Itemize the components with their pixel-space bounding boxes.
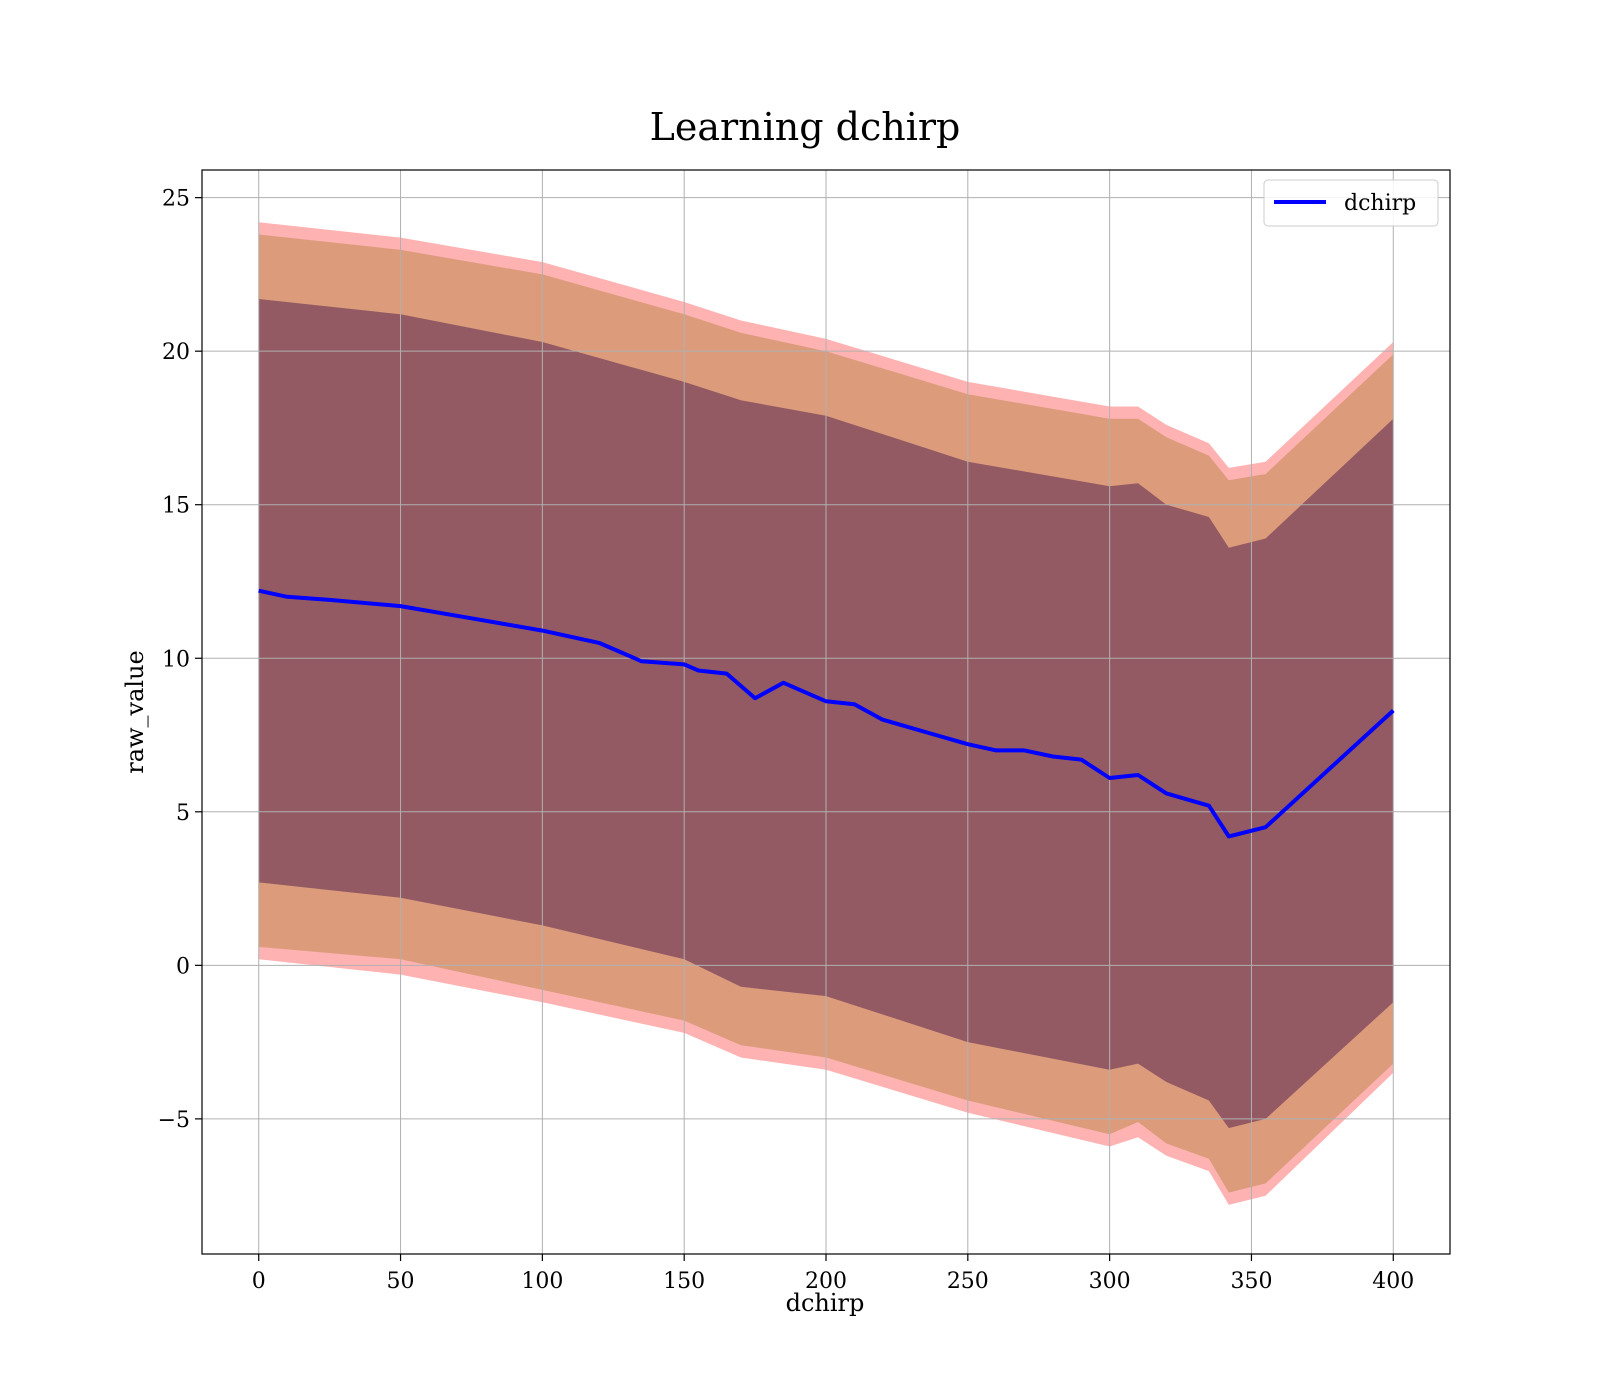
legend-label-dchirp: dchirp	[1344, 191, 1416, 216]
x-tick-label: 250	[947, 1269, 989, 1294]
series-line-dchirp	[258, 588, 1395, 839]
x-axis-label: dchirp	[786, 1289, 865, 1317]
y-tick-label: 10	[162, 647, 190, 672]
y-tick-label: −5	[158, 1108, 190, 1133]
y-tick-label: 25	[162, 187, 190, 212]
y-tick-label: 0	[176, 954, 190, 979]
series-lines	[258, 588, 1395, 839]
y-axis-ticks: −5 0 5 10 15 20 25	[158, 187, 202, 1133]
y-tick-label: 15	[162, 494, 190, 519]
x-tick-label: 200	[805, 1269, 847, 1294]
legend: dchirp	[1263, 179, 1439, 227]
legend-box	[1263, 179, 1439, 227]
x-tick-label: 0	[252, 1269, 266, 1294]
x-tick-label: 400	[1372, 1269, 1414, 1294]
x-tick-label: 150	[663, 1269, 705, 1294]
chart-title: Learning dchirp	[650, 105, 961, 149]
x-tick-label: 300	[1089, 1269, 1131, 1294]
y-tick-label: 20	[162, 340, 190, 365]
y-axis-label: raw_value	[121, 650, 149, 774]
x-tick-label: 350	[1230, 1269, 1272, 1294]
x-tick-label: 50	[387, 1269, 415, 1294]
x-tick-label: 100	[521, 1269, 563, 1294]
x-axis-ticks: 0 50 100 150 200 250 300 350 400	[252, 1254, 1414, 1294]
y-tick-label: 5	[176, 801, 190, 826]
